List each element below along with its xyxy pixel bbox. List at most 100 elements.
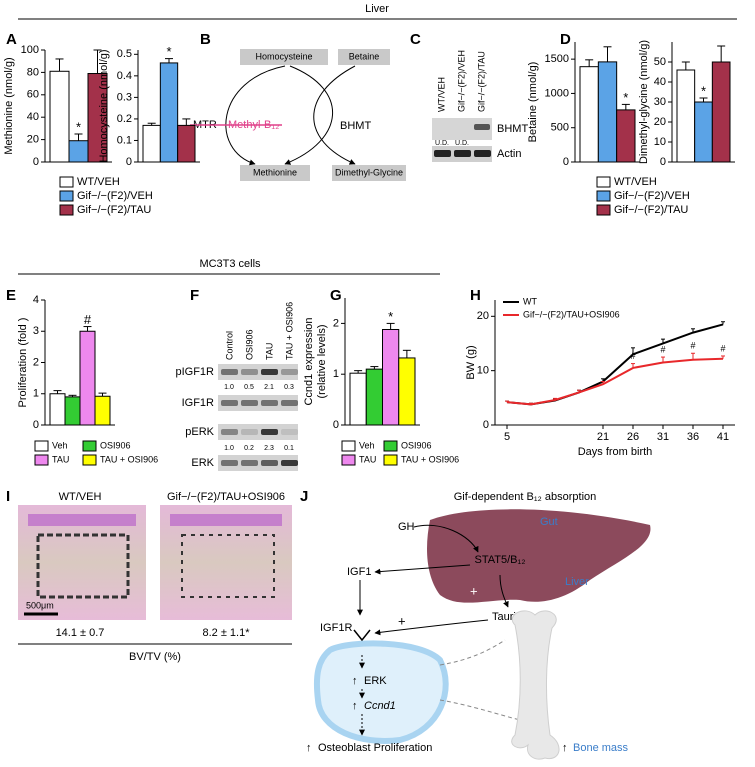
node-label: Osteoblast Proliferation: [318, 742, 432, 754]
measure-label: BV/TV (%): [129, 651, 181, 663]
blot-band: [241, 429, 258, 435]
blot-band: [221, 400, 238, 406]
y-tick-label: 2: [333, 317, 339, 329]
y-tick-label: 20: [27, 134, 39, 146]
panel-letter: C: [410, 31, 421, 48]
band-level: 0.5: [244, 384, 254, 391]
lane-label: WT/VEH: [436, 77, 446, 112]
reaction-arrow: [225, 65, 286, 166]
legend-label: Gif−/−(F2)/TAU: [77, 204, 151, 216]
x-tick-label: 36: [687, 431, 699, 443]
row-label: pERK: [185, 426, 214, 438]
pathway-diagram: Homocysteine Betaine Methionine Dimethyl…: [190, 49, 406, 181]
legend-label: TAU: [52, 454, 69, 464]
blot-band: [434, 150, 451, 157]
bar: [579, 66, 599, 163]
legend-label: OSI906: [401, 440, 432, 450]
model-diagram: Gif-dependent B₁₂ absorption Gut GH STAT…: [306, 491, 651, 760]
blot-band: [241, 400, 258, 406]
legend-swatch: [383, 454, 398, 466]
y-axis-label: Methionine (nmol/g): [3, 57, 15, 154]
y-tick-label: 1000: [545, 87, 569, 99]
significance-mark: #: [720, 343, 725, 353]
legend-swatch: [59, 176, 74, 188]
y-tick-label: 10: [477, 365, 489, 377]
y-tick-label: 0.4: [117, 70, 132, 82]
y-tick-label: 20: [654, 116, 666, 128]
y-tick-label: 0: [33, 419, 39, 431]
node-label: STAT5/B₁₂: [475, 554, 526, 566]
blot-band: [454, 150, 471, 157]
legend-label: WT/VEH: [614, 176, 657, 188]
significance-mark: *: [701, 83, 706, 98]
y-tick-label: 1: [333, 368, 339, 380]
blot-band: [241, 460, 258, 466]
y-axis-label: Betaine (nmol/g): [527, 62, 539, 143]
panel-letter: B: [200, 31, 211, 48]
growth-plate: [170, 514, 282, 526]
node-label: Dimethyl-Glycine: [335, 167, 403, 177]
bar: [711, 61, 731, 163]
legend-label: Gif−/−(F2)/TAU: [614, 204, 688, 216]
histology: 500μm WT/VEH Gif−/−(F2)/TAU+OSI906 14.1 …: [18, 491, 292, 663]
row-label: ERK: [191, 457, 214, 469]
legend-swatch: [383, 440, 398, 452]
y-tick-label: 20: [477, 310, 489, 322]
up-arrow: ↑: [352, 675, 358, 687]
bar: [365, 368, 383, 426]
sign: +: [470, 583, 478, 598]
node-label: Betaine: [349, 51, 380, 61]
bar: [49, 70, 70, 163]
panel-letter: J: [300, 488, 308, 505]
band-level: 2.1: [264, 384, 274, 391]
blot-band: [221, 369, 238, 375]
legend-label: Gif−/−(F2)/VEH: [614, 190, 690, 202]
significance-mark: #: [690, 341, 695, 351]
bar: [87, 73, 108, 163]
panel-letter: G: [330, 287, 342, 304]
bar: [94, 395, 111, 426]
column-label: WT/VEH: [59, 491, 102, 503]
growth-plate: [28, 514, 136, 526]
y-axis-label: Proliferation (fold ): [17, 318, 29, 408]
x-tick-label: 5: [504, 431, 510, 443]
legend-swatch: [341, 440, 356, 452]
node-label: GH: [398, 521, 415, 533]
node-box: [338, 49, 390, 65]
legend-label: WT: [523, 296, 537, 306]
bar: [694, 101, 713, 163]
measurement: 8.2 ± 1.1*: [202, 627, 250, 639]
significance-mark: *: [76, 119, 81, 134]
legend-swatch: [82, 454, 97, 466]
bar: [142, 124, 161, 163]
band-level: 0.1: [284, 445, 294, 452]
legend-label: TAU: [359, 454, 376, 464]
band-level: 0.2: [244, 445, 254, 452]
y-tick-label: 500: [551, 122, 569, 134]
column-label: Gif−/−(F2)/TAU+OSI906: [167, 491, 285, 503]
band-level: 2.3: [264, 445, 274, 452]
bar: [597, 61, 618, 163]
row-label: BHMT: [497, 123, 528, 135]
y-tick-label: 0: [126, 156, 132, 168]
lane-label: TAU: [264, 343, 274, 360]
y-tick-label: 0: [33, 156, 39, 168]
lane-label: Control: [224, 331, 234, 360]
enzyme-label: BHMT: [340, 120, 371, 132]
blot-strip: [218, 364, 298, 380]
y-tick-label: 0.1: [117, 134, 132, 146]
y-tick-label: 0: [563, 156, 569, 168]
reaction-arrow: [284, 65, 333, 165]
model-title: Gif-dependent B₁₂ absorption: [454, 491, 597, 503]
y-axis-label: (relative levels): [316, 325, 328, 399]
reaction-arrow: [313, 65, 356, 165]
y-tick-label: 0: [483, 419, 489, 431]
legend-swatch: [82, 440, 97, 452]
legend-label: TAU + OSI906: [401, 454, 459, 464]
y-tick-label: 3: [33, 325, 39, 337]
liver-shape: [427, 509, 651, 603]
section-title: Liver: [365, 3, 389, 15]
